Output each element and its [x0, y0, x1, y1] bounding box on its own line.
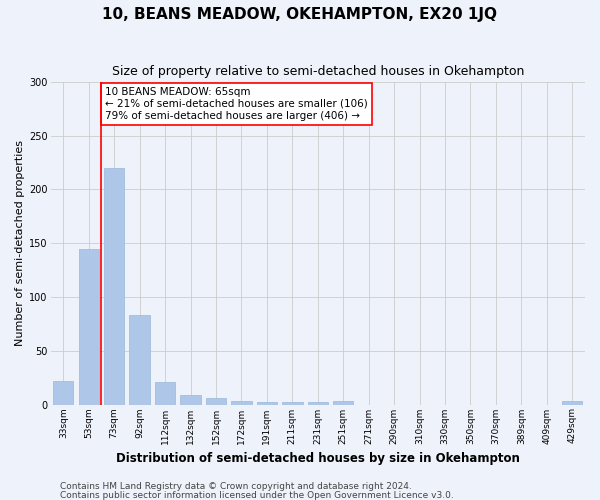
Text: 10 BEANS MEADOW: 65sqm
← 21% of semi-detached houses are smaller (106)
79% of se: 10 BEANS MEADOW: 65sqm ← 21% of semi-det… [105, 88, 368, 120]
Bar [53, 381, 73, 404]
Bar [181, 395, 201, 404]
Y-axis label: Number of semi-detached properties: Number of semi-detached properties [15, 140, 25, 346]
Bar [155, 382, 175, 404]
Text: Contains HM Land Registry data © Crown copyright and database right 2024.: Contains HM Land Registry data © Crown c… [60, 482, 412, 491]
Bar [333, 402, 353, 404]
Bar [308, 402, 328, 404]
Bar [79, 248, 99, 404]
Bar [104, 168, 124, 404]
Text: 10, BEANS MEADOW, OKEHAMPTON, EX20 1JQ: 10, BEANS MEADOW, OKEHAMPTON, EX20 1JQ [103, 8, 497, 22]
Bar [257, 402, 277, 404]
Title: Size of property relative to semi-detached houses in Okehampton: Size of property relative to semi-detach… [112, 65, 524, 78]
Bar [562, 402, 583, 404]
Text: Contains public sector information licensed under the Open Government Licence v3: Contains public sector information licen… [60, 490, 454, 500]
Bar [282, 402, 302, 404]
Bar [130, 316, 150, 404]
Bar [231, 402, 251, 404]
Bar [206, 398, 226, 404]
X-axis label: Distribution of semi-detached houses by size in Okehampton: Distribution of semi-detached houses by … [116, 452, 520, 465]
